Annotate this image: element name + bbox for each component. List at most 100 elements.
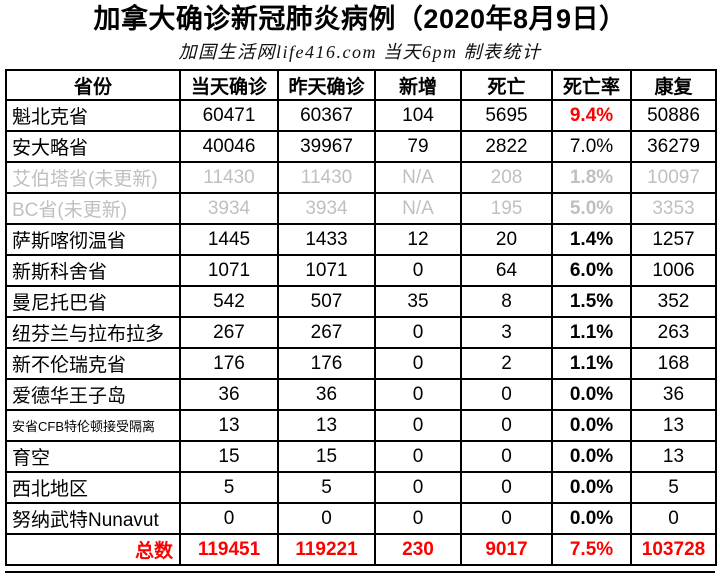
cell-death_rate: 1.1% bbox=[551, 347, 632, 380]
cell-yesterday: 119221 bbox=[277, 533, 376, 566]
cell-today: 15 bbox=[179, 440, 279, 473]
cell-yesterday: 0 bbox=[277, 502, 376, 535]
cell-recovered: 13 bbox=[630, 409, 717, 442]
cell-today: 119451 bbox=[179, 533, 279, 566]
cell-yesterday: 39967 bbox=[277, 130, 376, 163]
cell-province: 育空 bbox=[5, 440, 181, 473]
cell-death_rate: 0.0% bbox=[551, 440, 632, 473]
cell-today: 267 bbox=[179, 316, 279, 349]
cell-added: 104 bbox=[374, 99, 462, 132]
column-header-province: 省份 bbox=[5, 69, 181, 101]
cell-recovered: 13 bbox=[630, 440, 717, 473]
column-header-added: 新增 bbox=[374, 69, 462, 101]
cell-province: 魁北克省 bbox=[5, 99, 181, 132]
cell-deaths: 3 bbox=[460, 316, 553, 349]
cell-recovered: 3353 bbox=[630, 192, 717, 225]
cell-added: 0 bbox=[374, 347, 462, 380]
table-row: 魁北克省 60471 60367 104 5695 9.4% 50886 bbox=[5, 99, 717, 132]
cell-added: 0 bbox=[374, 502, 462, 535]
table-row: 曼尼托巴省 542 507 35 8 1.5% 352 bbox=[5, 285, 717, 318]
cell-deaths: 2822 bbox=[460, 130, 553, 163]
page-title: 加拿大确诊新冠肺炎病例（2020年8月9日） bbox=[93, 4, 627, 34]
cell-recovered: 50886 bbox=[630, 99, 717, 132]
column-header-death_rate: 死亡率 bbox=[551, 69, 632, 101]
cell-recovered: 103728 bbox=[630, 533, 717, 566]
cell-yesterday: 36 bbox=[277, 378, 376, 411]
cell-today: 1071 bbox=[179, 254, 279, 287]
table-row: BC省(未更新) 3934 3934 N/A 195 5.0% 3353 bbox=[5, 192, 717, 225]
cell-province: 曼尼托巴省 bbox=[5, 285, 181, 318]
cell-death_rate: 1.1% bbox=[551, 316, 632, 349]
cell-recovered: 0 bbox=[630, 502, 717, 535]
table-row: 萨斯喀彻温省 1445 1433 12 20 1.4% 1257 bbox=[5, 223, 717, 256]
table-row: 育空 15 15 0 0 0.0% 13 bbox=[5, 440, 717, 473]
cell-recovered: 263 bbox=[630, 316, 717, 349]
table-row: 新不伦瑞克省 176 176 0 2 1.1% 168 bbox=[5, 347, 717, 380]
cell-province: 纽芬兰与拉布拉多 bbox=[5, 316, 181, 349]
table-row: 安大略省 40046 39967 79 2822 7.0% 36279 bbox=[5, 130, 717, 163]
cell-deaths: 64 bbox=[460, 254, 553, 287]
cell-deaths: 0 bbox=[460, 440, 553, 473]
cell-today: 542 bbox=[179, 285, 279, 318]
table-row: 努纳武特Nunavut 0 0 0 0 0.0% 0 bbox=[5, 502, 717, 535]
cell-deaths: 20 bbox=[460, 223, 553, 256]
cell-added: 12 bbox=[374, 223, 462, 256]
cell-added: 0 bbox=[374, 254, 462, 287]
cell-recovered: 5 bbox=[630, 471, 717, 504]
cell-recovered: 10097 bbox=[630, 161, 717, 194]
table-row: 纽芬兰与拉布拉多 267 267 0 3 1.1% 263 bbox=[5, 316, 717, 349]
cell-death_rate: 0.0% bbox=[551, 378, 632, 411]
cell-death_rate: 5.0% bbox=[551, 192, 632, 225]
cell-added: 0 bbox=[374, 471, 462, 504]
cell-added: 35 bbox=[374, 285, 462, 318]
total-row: 总数 119451 119221 230 9017 7.5% 103728 bbox=[5, 533, 717, 566]
cell-death_rate: 7.0% bbox=[551, 130, 632, 163]
cell-province: 萨斯喀彻温省 bbox=[5, 223, 181, 256]
covid-table: 省份 当天确诊 昨天确诊 新增 死亡 死亡率 康复 魁北克省 60471 60367 104 569… bbox=[5, 69, 717, 566]
cell-death_rate: 7.5% bbox=[551, 533, 632, 566]
cell-province: 艾伯塔省(未更新) bbox=[5, 161, 181, 194]
cell-province: 总数 bbox=[5, 533, 181, 566]
cell-deaths: 8 bbox=[460, 285, 553, 318]
cell-deaths: 5695 bbox=[460, 99, 553, 132]
cell-recovered: 168 bbox=[630, 347, 717, 380]
cell-province: 努纳武特Nunavut bbox=[5, 502, 181, 535]
table-row: 安省CFB特伦顿接受隔离 13 13 0 0 0.0% 13 bbox=[5, 409, 717, 442]
cell-recovered: 36279 bbox=[630, 130, 717, 163]
cell-today: 1445 bbox=[179, 223, 279, 256]
cell-death_rate: 0.0% bbox=[551, 409, 632, 442]
cell-province: 新斯科舍省 bbox=[5, 254, 181, 287]
cell-deaths: 2 bbox=[460, 347, 553, 380]
cell-province: 西北地区 bbox=[5, 471, 181, 504]
table-bottom-rule bbox=[5, 571, 715, 573]
cell-today: 0 bbox=[179, 502, 279, 535]
cell-death_rate: 9.4% bbox=[551, 99, 632, 132]
cell-recovered: 1006 bbox=[630, 254, 717, 287]
cell-province: 新不伦瑞克省 bbox=[5, 347, 181, 380]
cell-today: 3934 bbox=[179, 192, 279, 225]
cell-deaths: 0 bbox=[460, 502, 553, 535]
table-row: 爱德华王子岛 36 36 0 0 0.0% 36 bbox=[5, 378, 717, 411]
source-caption: 加国生活网life416.com 当天6pm 制表统计 bbox=[178, 42, 542, 62]
cell-recovered: 36 bbox=[630, 378, 717, 411]
cell-added: 0 bbox=[374, 316, 462, 349]
cell-recovered: 1257 bbox=[630, 223, 717, 256]
cell-added: 0 bbox=[374, 378, 462, 411]
cell-death_rate: 0.0% bbox=[551, 502, 632, 535]
cell-deaths: 9017 bbox=[460, 533, 553, 566]
column-header-today: 当天确诊 bbox=[179, 69, 279, 101]
cell-today: 36 bbox=[179, 378, 279, 411]
cell-today: 176 bbox=[179, 347, 279, 380]
cell-yesterday: 5 bbox=[277, 471, 376, 504]
cell-today: 11430 bbox=[179, 161, 279, 194]
header-row: 省份 当天确诊 昨天确诊 新增 死亡 死亡率 康复 bbox=[5, 69, 717, 101]
cell-province: 爱德华王子岛 bbox=[5, 378, 181, 411]
cell-yesterday: 176 bbox=[277, 347, 376, 380]
cell-yesterday: 267 bbox=[277, 316, 376, 349]
cell-added: N/A bbox=[374, 161, 462, 194]
cell-death_rate: 6.0% bbox=[551, 254, 632, 287]
cell-added: 0 bbox=[374, 440, 462, 473]
cell-death_rate: 1.8% bbox=[551, 161, 632, 194]
cell-yesterday: 507 bbox=[277, 285, 376, 318]
cell-today: 40046 bbox=[179, 130, 279, 163]
